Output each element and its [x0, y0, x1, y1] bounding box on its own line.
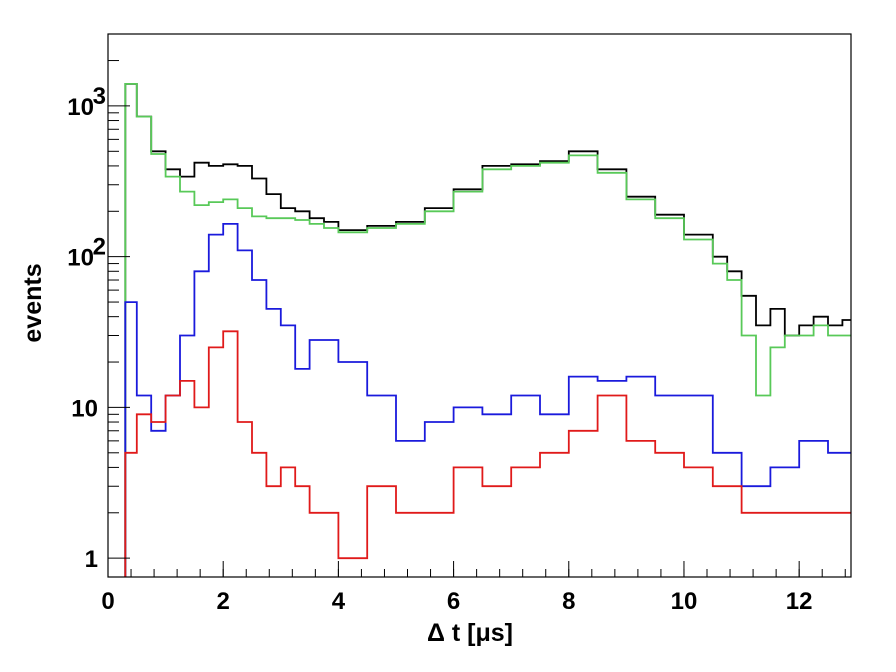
y-tick-exponent: 2: [93, 234, 106, 261]
x-tick-label: 6: [447, 588, 460, 615]
x-tick-label: 12: [786, 588, 813, 615]
x-tick-label: 4: [332, 588, 346, 615]
y-tick-label: 10: [67, 245, 94, 272]
plot-frame: [107, 33, 852, 578]
series-3-histogram: [124, 330, 851, 577]
series-2-histogram: [124, 223, 851, 577]
series-layer: [124, 83, 851, 577]
x-tick-label: 8: [562, 588, 575, 615]
y-tick-label: 10: [67, 94, 94, 121]
plot-background: [108, 34, 851, 577]
y-tick-exponent: 3: [93, 83, 106, 110]
x-tick-label: 10: [671, 588, 698, 615]
series-1-histogram: [124, 83, 851, 577]
y-axis-title: events: [19, 263, 47, 342]
x-tick-label: 0: [101, 588, 114, 615]
x-axis-title: Δ t [μs]: [427, 619, 513, 647]
x-tick-label: 2: [217, 588, 230, 615]
x-axis: 0 2 4 6 8 10 12: [101, 561, 846, 615]
y-tick-label: 1: [85, 546, 98, 573]
y-tick-label: 10: [71, 395, 98, 422]
